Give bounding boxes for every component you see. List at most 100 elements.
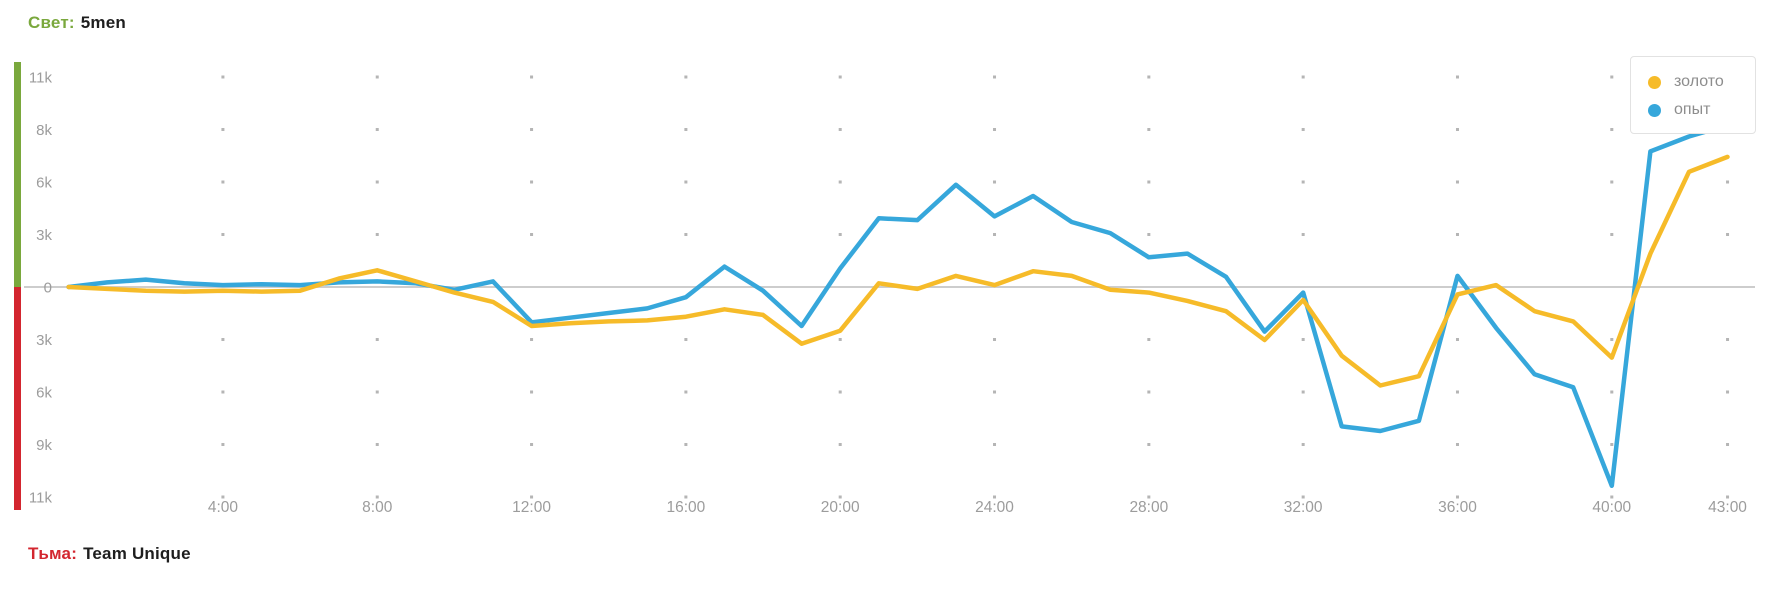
grid-dot — [1301, 390, 1305, 394]
grid-dot — [1610, 390, 1614, 394]
x-axis-label: 8:00 — [362, 499, 393, 516]
xp-legend-label: опыт — [1674, 101, 1711, 118]
grid-dot — [1455, 128, 1459, 131]
grid-dot — [838, 443, 842, 446]
grid-dot — [684, 338, 688, 341]
grid-dot — [1147, 495, 1151, 499]
y-axis-label: 0 — [44, 280, 52, 297]
grid-dot — [375, 180, 379, 184]
grid-dot — [530, 233, 534, 236]
grid-dot — [684, 180, 688, 184]
legend-item-gold[interactable]: золото — [1648, 68, 1755, 96]
grid-dot — [684, 128, 688, 131]
grid-dot — [1610, 338, 1614, 341]
grid-dot — [530, 180, 534, 184]
grid-dot — [1455, 495, 1459, 499]
grid-dot — [221, 390, 225, 394]
grid-dot — [838, 128, 842, 131]
legend-item-xp[interactable]: опыт — [1648, 96, 1755, 124]
grid-dot — [1610, 128, 1614, 131]
grid-dot — [1455, 390, 1459, 394]
y-axis-label: 8k — [36, 122, 52, 139]
y-axis-label: 3k — [36, 332, 52, 349]
grid-dot — [1726, 443, 1730, 446]
chart-legend: золото опыт — [1630, 56, 1756, 134]
grid-dot — [993, 128, 997, 131]
x-axis-label: 43:00 — [1708, 499, 1747, 516]
y-axis-label: 11k — [29, 70, 53, 87]
radiant-team-name[interactable]: 5men — [80, 13, 126, 32]
grid-dot — [375, 128, 379, 131]
grid-dot — [1301, 128, 1305, 131]
x-axis-label: 16:00 — [666, 499, 705, 516]
xp-legend-dot-icon — [1648, 103, 1661, 117]
grid-dot — [1726, 338, 1730, 341]
grid-dot — [221, 75, 225, 79]
grid-dot — [1610, 495, 1614, 499]
grid-dot — [993, 233, 997, 236]
grid-dot — [1726, 495, 1730, 499]
grid-dot — [684, 495, 688, 499]
grid-dot — [1147, 338, 1151, 341]
gold-legend-dot-icon — [1648, 75, 1661, 89]
grid-dot — [375, 338, 379, 341]
xp-line — [66, 123, 1730, 489]
grid-dot — [221, 495, 225, 499]
grid-dot — [993, 180, 997, 184]
y-axis-label: 11k — [29, 490, 53, 507]
grid-dot — [221, 233, 225, 236]
grid-dot — [1726, 233, 1730, 236]
dire-team-name[interactable]: Team Unique — [83, 544, 191, 563]
grid-dot — [1610, 233, 1614, 236]
grid-dot — [993, 338, 997, 341]
grid-dot — [684, 390, 688, 394]
grid-dot — [1726, 180, 1730, 184]
grid-dot — [1147, 180, 1151, 184]
dire-axis-bar — [14, 287, 21, 510]
grid-dot — [375, 390, 379, 394]
grid-dot — [530, 390, 534, 394]
grid-dot — [1455, 338, 1459, 341]
grid-dot — [1147, 128, 1151, 131]
grid-dot — [1301, 233, 1305, 236]
grid-dot — [530, 495, 534, 499]
y-axis-label: 6k — [36, 175, 52, 192]
grid-dot — [1301, 180, 1305, 184]
grid-dot — [1147, 233, 1151, 236]
grid-dot — [375, 75, 379, 79]
grid-dot — [684, 75, 688, 79]
grid-dot — [1455, 180, 1459, 184]
grid-dot — [530, 338, 534, 341]
x-axis-label: 36:00 — [1438, 499, 1477, 516]
grid-dot — [684, 233, 688, 236]
grid-dot — [1147, 443, 1151, 446]
grid-dot — [993, 390, 997, 394]
grid-dot — [838, 233, 842, 236]
advantage-chart-area[interactable]: 11k 8k 6k 3k 0 3k 6k 9k 11k 4:00 8:00 12:00 16:00 20:… — [0, 50, 1770, 520]
y-axis-label: 3k — [36, 227, 52, 244]
grid-dot — [838, 180, 842, 184]
gold-legend-label: золото — [1674, 73, 1724, 90]
grid-dot — [993, 495, 997, 499]
grid-dot — [221, 128, 225, 131]
grid-dot — [838, 75, 842, 79]
grid-dot — [530, 128, 534, 131]
radiant-team-label: Свет: 5men — [28, 13, 126, 33]
grid-dot — [1610, 75, 1614, 79]
grid-dot — [993, 443, 997, 446]
grid-dot — [530, 443, 534, 446]
grid-dot — [1726, 390, 1730, 394]
grid-dot — [1301, 75, 1305, 79]
x-axis-label: 20:00 — [821, 499, 860, 516]
grid-dot — [1147, 75, 1151, 79]
grid-dot — [1455, 233, 1459, 236]
x-axis-label: 24:00 — [975, 499, 1014, 516]
dire-team-label: Тьма: Team Unique — [28, 544, 191, 564]
x-axis-label: 12:00 — [512, 499, 551, 516]
advantage-chart[interactable]: 11k 8k 6k 3k 0 3k 6k 9k 11k 4:00 8:00 12:00 16:00 20:… — [0, 50, 1770, 520]
y-axis-label: 6k — [36, 385, 52, 402]
grid-dot — [375, 443, 379, 446]
x-axis-label: 4:00 — [208, 499, 239, 516]
grid-dot — [375, 495, 379, 499]
radiant-axis-bar — [14, 62, 21, 287]
